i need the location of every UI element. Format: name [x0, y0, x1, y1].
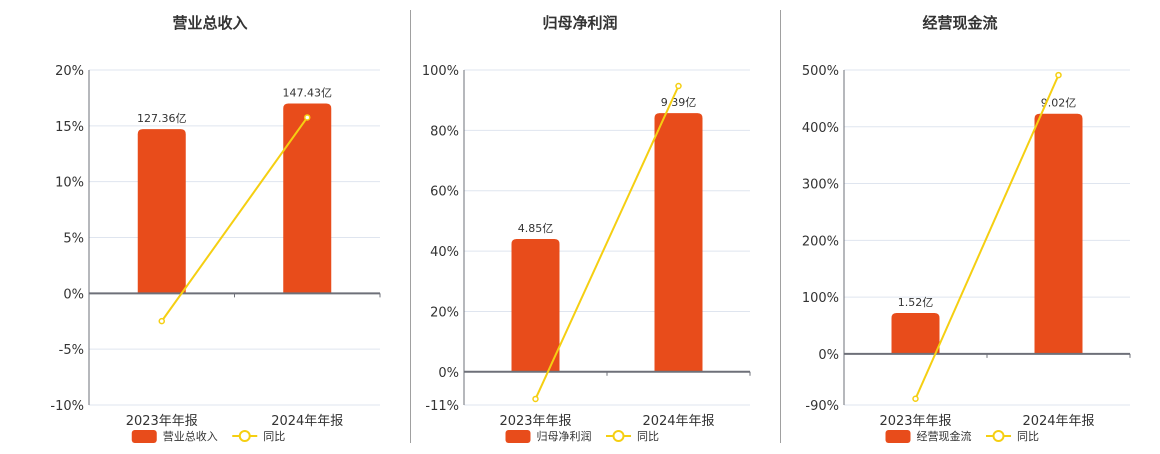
y-tick-label: -90%: [805, 399, 839, 414]
chart-panel-revenue: 营业总收入 20% 15% 10% 5% 0% -5% -10% 127.36亿 147.43亿 2…: [0, 0, 410, 450]
y-tick-label: -5%: [59, 343, 84, 358]
y-tick-label: 80%: [430, 124, 459, 139]
y-tick-label: 15%: [55, 120, 84, 135]
yoy-point[interactable]: [532, 395, 539, 403]
x-tick-label: 2023年年报: [879, 414, 951, 429]
cash-flow-chart: 经营现金流 500% 400% 300% 200% 100% 0% -90% 1.52亿 9.02…: [802, 14, 1131, 443]
yoy-point[interactable]: [675, 82, 682, 90]
bar[interactable]: [1034, 113, 1083, 354]
y-tick-label: 400%: [802, 121, 839, 136]
y-tick-label: 0%: [818, 348, 839, 363]
yoy-point[interactable]: [158, 317, 165, 325]
chart-panel-net-profit: 归母净利润 100% 80% 60% 40% 20% 0% -11% 4.85亿 9.39亿 202…: [410, 0, 780, 450]
legend-bar-label: 营业总收入: [163, 429, 218, 443]
y-tick-label: 100%: [802, 291, 839, 306]
bar[interactable]: [891, 313, 940, 354]
y-tick-label: -11%: [425, 399, 459, 414]
net-profit-chart: 归母净利润 100% 80% 60% 40% 20% 0% -11% 4.85亿 9.39亿 202…: [422, 14, 751, 443]
legend-line-marker-icon: [612, 430, 625, 442]
y-tick-label: 40%: [430, 245, 459, 260]
y-tick-label: 60%: [430, 185, 459, 200]
y-tick-label: 500%: [802, 64, 839, 79]
legend-line-marker-icon: [238, 430, 251, 442]
y-tick-label: 0%: [438, 366, 459, 381]
panel-divider: [780, 10, 781, 443]
y-tick-label: 20%: [55, 64, 84, 79]
x-tick-label: 2023年年报: [499, 414, 571, 429]
yoy-point[interactable]: [1055, 71, 1062, 79]
legend-line-label: 同比: [637, 430, 659, 443]
revenue-chart: 营业总收入 20% 15% 10% 5% 0% -5% -10% 127.36亿 147.43亿 2…: [50, 14, 381, 443]
legend-bar-label: 经营现金流: [917, 429, 972, 443]
yoy-point[interactable]: [304, 114, 311, 121]
legend-bar-label: 归母净利润: [537, 429, 592, 443]
x-tick-label: 2024年年报: [271, 414, 343, 429]
y-tick-label: -10%: [50, 399, 84, 414]
bar-value-label: 4.85亿: [518, 222, 554, 235]
panel-divider: [410, 10, 411, 443]
x-tick-label: 2024年年报: [642, 414, 714, 429]
legend-line-marker-icon: [992, 430, 1005, 442]
legend-bar-swatch-icon: [885, 430, 911, 443]
x-tick-label: 2023年年报: [126, 414, 198, 429]
legend-bar-swatch-icon: [131, 430, 157, 443]
legend[interactable]: 营业总收入 同比: [131, 429, 286, 443]
chart-panel-cash-flow: 经营现金流 500% 400% 300% 200% 100% 0% -90% 1.52亿 9.02…: [780, 0, 1160, 450]
y-tick-label: 300%: [802, 178, 839, 193]
chart-title: 经营现金流: [922, 14, 997, 32]
legend-line-label: 同比: [263, 430, 285, 443]
bar-value-label: 1.52亿: [898, 296, 934, 309]
bar[interactable]: [137, 129, 186, 294]
bar-value-label: 9.02亿: [1041, 97, 1077, 110]
yoy-line: [160, 116, 309, 322]
yoy-point[interactable]: [912, 395, 919, 403]
y-tick-label: 0%: [63, 287, 84, 302]
y-tick-label: 20%: [430, 305, 459, 320]
bar[interactable]: [511, 239, 560, 372]
legend[interactable]: 归母净利润 同比: [505, 429, 660, 443]
x-tick-label: 2024年年报: [1022, 414, 1094, 429]
y-tick-label: 10%: [55, 176, 84, 191]
bar-value-label: 127.36亿: [137, 112, 187, 125]
bar[interactable]: [654, 113, 703, 372]
legend-line-label: 同比: [1017, 430, 1039, 443]
yoy-line: [534, 85, 680, 400]
y-tick-label: 5%: [63, 232, 84, 247]
yoy-line: [914, 74, 1060, 400]
bar-value-label: 9.39亿: [661, 96, 697, 109]
bar-value-label: 147.43亿: [283, 87, 333, 100]
y-tick-label: 200%: [802, 234, 839, 249]
legend-bar-swatch-icon: [505, 430, 531, 443]
y-tick-label: 100%: [422, 64, 459, 79]
chart-title: 营业总收入: [172, 14, 247, 32]
legend[interactable]: 经营现金流 同比: [885, 429, 1040, 443]
bar[interactable]: [283, 103, 332, 294]
chart-title: 归母净利润: [542, 14, 617, 32]
